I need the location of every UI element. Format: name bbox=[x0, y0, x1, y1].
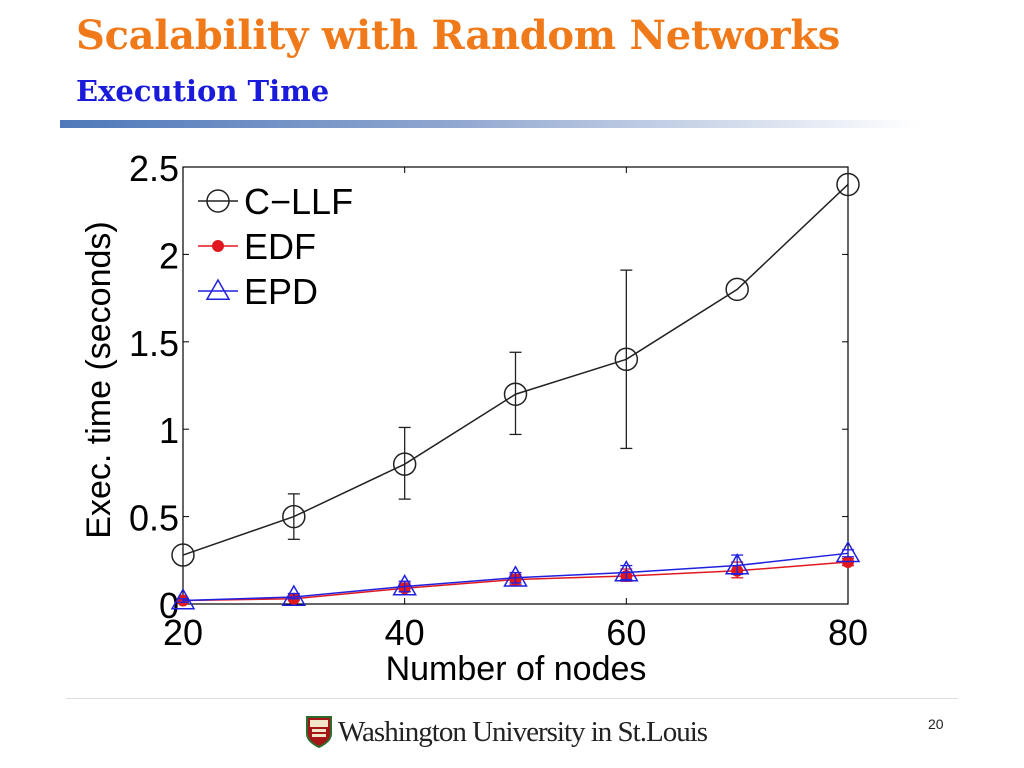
data-point bbox=[281, 584, 307, 607]
data-point bbox=[614, 560, 639, 582]
title-divider bbox=[60, 120, 920, 128]
data-point bbox=[835, 540, 861, 563]
university-logo: Washington University in St.Louis bbox=[306, 712, 708, 752]
legend-label: EPD bbox=[244, 271, 318, 312]
y-tick-label: 1.5 bbox=[129, 323, 179, 364]
legend-marker bbox=[206, 189, 230, 213]
y-tick-label: 0.5 bbox=[129, 498, 179, 539]
shield-crest-icon bbox=[306, 716, 332, 748]
series-c-llf bbox=[171, 172, 860, 567]
data-point bbox=[392, 452, 417, 476]
data-point bbox=[725, 277, 749, 302]
logo-text: Washington University in St.Louis bbox=[338, 715, 708, 748]
y-tick-label: 0 bbox=[159, 585, 179, 626]
series-epd bbox=[170, 540, 861, 610]
legend-label: EDF bbox=[244, 226, 316, 267]
y-tick-label: 2.5 bbox=[129, 148, 179, 189]
data-point bbox=[836, 172, 860, 197]
footer-divider bbox=[66, 698, 958, 699]
slide-subtitle: Execution Time bbox=[76, 74, 330, 108]
legend-marker bbox=[205, 278, 231, 300]
data-point bbox=[170, 587, 196, 610]
x-tick-label: 20 bbox=[163, 612, 203, 653]
y-tick-label: 1 bbox=[159, 410, 179, 451]
x-axis-label: Number of nodes bbox=[386, 650, 647, 688]
data-point bbox=[724, 553, 750, 575]
data-point bbox=[503, 565, 528, 587]
x-tick-label: 80 bbox=[828, 612, 868, 653]
data-point bbox=[392, 574, 417, 596]
y-axis-label: Exec. time (seconds) bbox=[80, 221, 118, 538]
page-number: 20 bbox=[928, 716, 944, 732]
x-tick-label: 60 bbox=[606, 612, 646, 653]
plot-frame bbox=[182, 166, 849, 605]
slide-title: Scalability with Random Networks bbox=[76, 12, 840, 59]
data-point bbox=[503, 382, 528, 406]
legend-marker bbox=[212, 240, 224, 252]
data-point bbox=[171, 543, 195, 567]
data-point bbox=[614, 347, 639, 372]
x-tick-label: 40 bbox=[385, 612, 425, 653]
legend-label: C−LLF bbox=[244, 181, 353, 222]
data-point bbox=[282, 504, 306, 529]
y-tick-label: 2 bbox=[159, 235, 179, 276]
